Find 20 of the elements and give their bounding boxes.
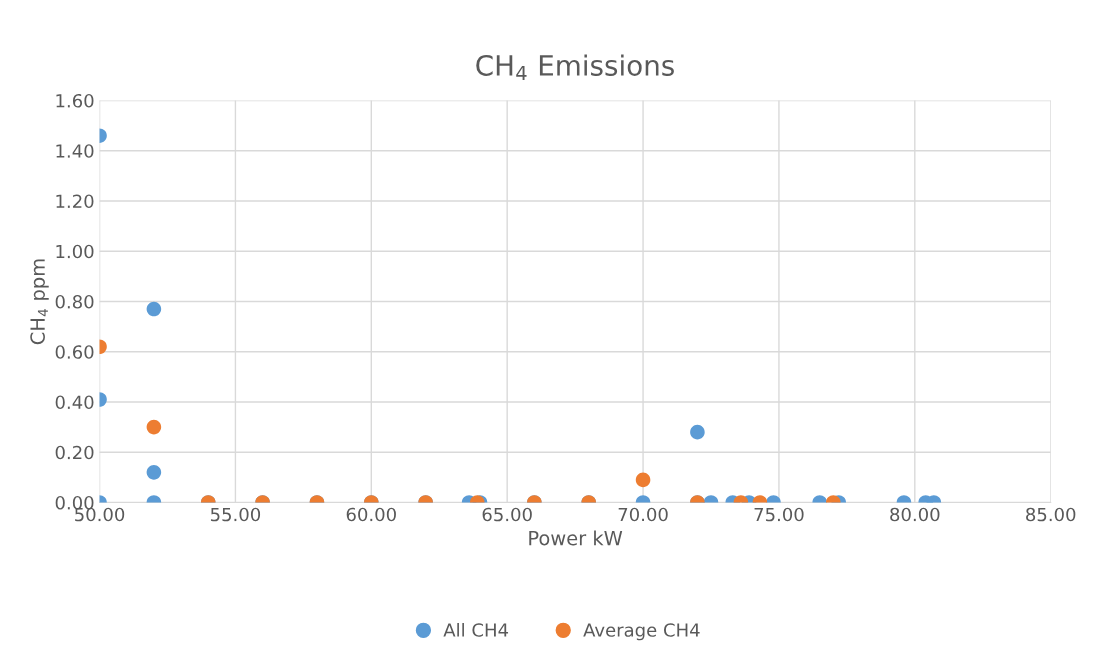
- x-tick-label: 55.00: [210, 507, 261, 522]
- y-tick-label: 0.20: [55, 445, 94, 460]
- y-tick-label: 1.20: [56, 194, 94, 209]
- legend-label: All CH4: [443, 622, 509, 637]
- y-axis-title: CH$_{4}$ ppm: [30, 259, 49, 345]
- y-tick-label: 1.40: [56, 144, 94, 158]
- x-tick-label: 75.00: [754, 507, 804, 522]
- y-tick-label: 1.60: [56, 93, 94, 108]
- chart-title: CH$_{4}$ Emissions: [476, 54, 674, 81]
- x-tick-label: 60.00: [346, 507, 396, 522]
- x-axis-title: Power kW: [529, 530, 623, 546]
- x-tick-label: 65.00: [482, 507, 532, 522]
- x-tick-label: 70.00: [618, 507, 668, 522]
- y-tick-label: 0.40: [55, 395, 94, 410]
- x-tick-label: 80.00: [890, 507, 940, 522]
- y-tick-label: 1.00: [56, 244, 94, 259]
- x-tick-label: 85.00: [1026, 507, 1076, 522]
- y-tick-label: 0.60: [55, 345, 94, 359]
- legend-label: Average CH4: [583, 623, 700, 641]
- y-tick-label: 0.80: [55, 294, 94, 309]
